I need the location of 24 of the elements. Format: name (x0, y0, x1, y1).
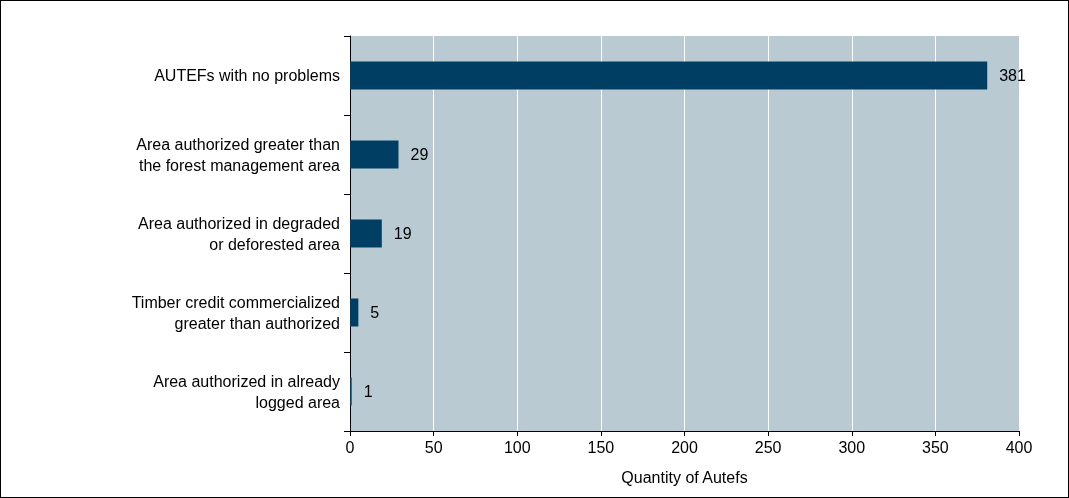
data-label: 5 (370, 304, 380, 321)
data-label: 1 (363, 383, 373, 400)
data-label: 19 (393, 225, 412, 242)
y-tick-label: Area authorized greater than the forest management area (136, 135, 341, 174)
x-tick-label: 100 (503, 438, 531, 456)
bar (350, 140, 399, 169)
x-axis-title: Quantity of Autefs (621, 468, 748, 486)
bar (350, 298, 359, 327)
data-label: 29 (410, 146, 429, 163)
y-tick-label: AUTEFs with no problems (154, 67, 340, 84)
y-tick-label: Timber credit commercialized greater than authorized (131, 293, 340, 332)
x-tick-label: 250 (754, 438, 782, 456)
x-tick-label: 0 (345, 438, 355, 456)
bar (350, 61, 988, 90)
x-tick-label: 150 (587, 438, 615, 456)
y-tick-label: Area authorized in already logged area (153, 372, 341, 411)
data-label: 381 (999, 67, 1027, 84)
x-tick-label: 400 (1005, 438, 1033, 456)
x-tick-label: 300 (838, 438, 866, 456)
x-tick-label: 50 (424, 438, 443, 456)
y-tick-label: Area authorized in degraded or deforested area (138, 214, 341, 253)
x-tick-label: 350 (922, 438, 949, 456)
bar (350, 219, 382, 248)
x-tick-label: 200 (671, 438, 698, 456)
